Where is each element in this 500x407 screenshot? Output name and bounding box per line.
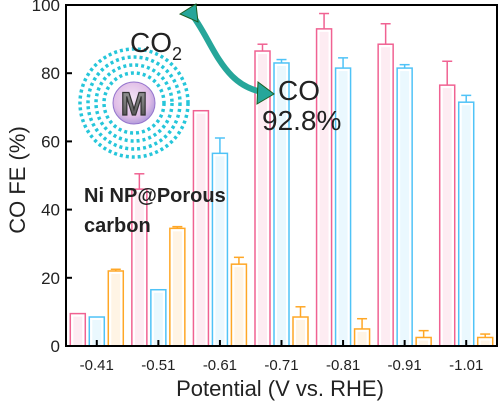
- reactant-subscript: 2: [172, 44, 182, 64]
- bar-fill: [357, 331, 367, 346]
- bar-fill: [234, 267, 244, 346]
- y-axis-ticks: 0 20 40 60 80 100: [32, 0, 72, 356]
- x-tick-label: -0.91: [388, 357, 422, 374]
- error-bars-layer: [110, 12, 491, 338]
- y-tick-label: 40: [41, 201, 60, 220]
- reactant-label: CO2: [130, 27, 182, 64]
- shell-ring: [94, 63, 174, 143]
- bar-fill: [480, 340, 490, 346]
- bar-fill: [215, 156, 225, 346]
- y-axis-label: CO FE (%): [5, 126, 30, 234]
- catalyst-label-line2: carbon: [84, 215, 151, 237]
- x-tick-label: -0.81: [326, 357, 360, 374]
- bar-fill: [461, 105, 471, 346]
- catalyst-illustration: M: [78, 47, 190, 159]
- bar-fill: [419, 340, 429, 346]
- product-label: CO: [278, 75, 320, 106]
- x-tick-label: -1.01: [449, 357, 483, 374]
- bar-fill: [134, 192, 144, 346]
- bar-fill: [338, 71, 348, 347]
- reaction-arrow-curve: [187, 10, 263, 95]
- metal-particle-letter: M: [121, 86, 148, 122]
- x-tick-label: -0.61: [203, 357, 237, 374]
- bar-fill: [442, 88, 452, 346]
- bar-fill: [319, 31, 329, 347]
- bar-fill: [92, 320, 102, 346]
- bar-fill: [172, 231, 182, 346]
- bar-fill: [381, 47, 391, 347]
- y-tick-label: 80: [41, 64, 60, 83]
- metal-particle: [112, 81, 156, 125]
- bar-fill: [111, 273, 121, 346]
- y-tick-label: 20: [41, 269, 60, 288]
- shell-ring: [78, 47, 190, 159]
- bar-fill: [296, 320, 305, 346]
- x-axis-label: Potential (V vs. RHE): [176, 376, 384, 401]
- bar-fill: [196, 113, 206, 347]
- efficiency-label: 92.8%: [262, 105, 341, 136]
- porous-carbon-shell: [78, 47, 190, 159]
- x-axis-ticks: -0.41 -0.51 -0.61 -0.71 -0.81 -0.91 -1.01: [80, 340, 483, 374]
- y-tick-label: 60: [41, 132, 60, 151]
- arrow-head-icon: [256, 81, 275, 105]
- catalyst-label-line1: Ni NP@Porous: [84, 185, 226, 207]
- bar-fill: [400, 71, 410, 347]
- bar-fill: [73, 316, 83, 346]
- shell-ring: [86, 55, 182, 151]
- x-tick-label: -0.71: [264, 357, 298, 374]
- bar-fill: [277, 65, 286, 346]
- bar-fill: [258, 54, 267, 346]
- arrow-tail-icon: [178, 3, 199, 23]
- y-tick-label: 100: [32, 0, 60, 15]
- bar-fill: [153, 292, 163, 346]
- x-tick-label: -0.41: [80, 357, 114, 374]
- shell-ring: [102, 71, 166, 135]
- x-tick-label: -0.51: [141, 357, 175, 374]
- y-tick-label: 0: [51, 337, 60, 356]
